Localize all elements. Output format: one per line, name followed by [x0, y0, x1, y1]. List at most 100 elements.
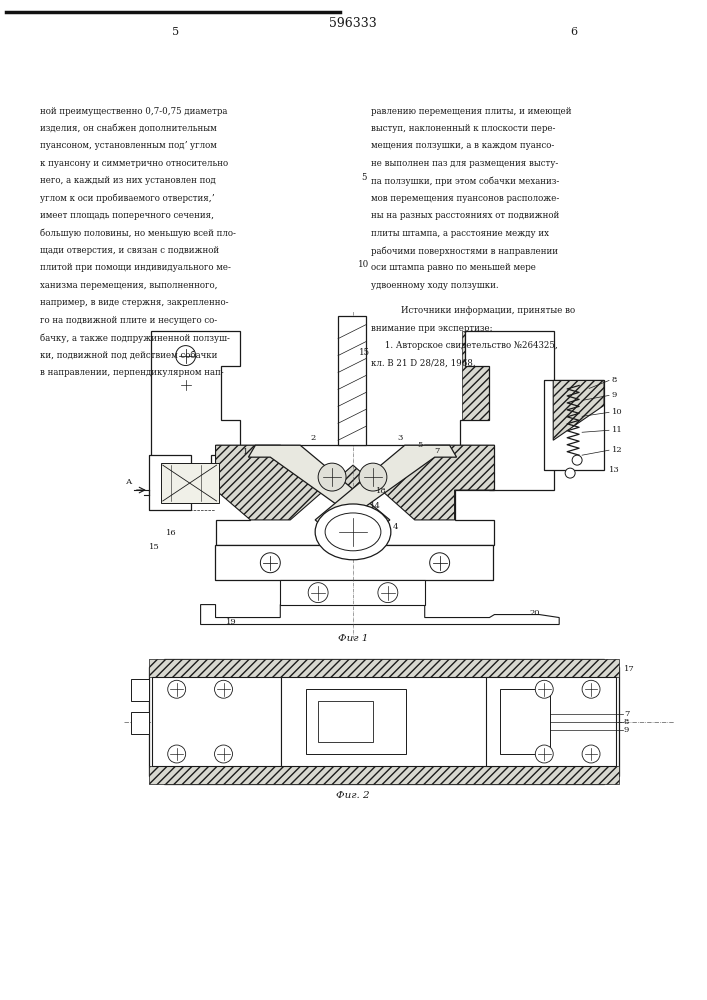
Text: удвоенному ходу ползушки.: удвоенному ходу ползушки. — [371, 281, 498, 290]
Text: щади отверстия, и связан с подвижной: щади отверстия, и связан с подвижной — [40, 246, 219, 255]
Polygon shape — [148, 659, 619, 784]
Text: 17: 17 — [624, 665, 635, 673]
Text: 15: 15 — [358, 348, 370, 357]
Polygon shape — [201, 605, 559, 625]
Bar — [306, 689, 406, 754]
Text: большую половины, но меньшую всей пло-: большую половины, но меньшую всей пло- — [40, 229, 236, 238]
Polygon shape — [315, 445, 457, 532]
Text: 14: 14 — [370, 502, 381, 510]
Ellipse shape — [315, 504, 391, 560]
Circle shape — [430, 553, 450, 573]
Text: 10: 10 — [612, 408, 623, 416]
Polygon shape — [216, 445, 494, 545]
Bar — [152, 677, 281, 766]
Text: рабочими поверхностями в направлении: рабочими поверхностями в направлении — [371, 246, 558, 256]
Circle shape — [168, 680, 186, 698]
Text: 3: 3 — [398, 434, 403, 442]
Text: кл. В 21 D 28/28, 1968.: кл. В 21 D 28/28, 1968. — [371, 359, 476, 368]
Text: 7: 7 — [435, 447, 440, 455]
Text: 7: 7 — [624, 710, 629, 718]
Text: 8: 8 — [612, 376, 617, 384]
Bar — [148, 455, 191, 510]
Circle shape — [308, 583, 328, 603]
Text: к пуансону и симметрично относительно: к пуансону и симметрично относительно — [40, 159, 228, 168]
Polygon shape — [248, 445, 390, 532]
Text: Фиг. 2: Фиг. 2 — [337, 791, 370, 800]
Text: 9: 9 — [624, 726, 629, 734]
Circle shape — [535, 745, 553, 763]
Bar — [214, 545, 493, 580]
Text: ки, подвижной под действием собачки: ки, подвижной под действием собачки — [40, 351, 218, 360]
Text: пуансоном, установленным подʼ углом: пуансоном, установленным подʼ углом — [40, 141, 217, 150]
Text: мов перемещения пуансонов расположе-: мов перемещения пуансонов расположе- — [371, 194, 559, 203]
Text: ханизма перемещения, выполненного,: ханизма перемещения, выполненного, — [40, 281, 218, 290]
Bar — [280, 580, 425, 605]
Text: в направлении, перпендикулярном нап-: в направлении, перпендикулярном нап- — [40, 368, 223, 377]
Circle shape — [176, 346, 196, 366]
Text: 12: 12 — [612, 446, 623, 454]
Text: него, а каждый из них установлен под: него, а каждый из них установлен под — [40, 176, 216, 185]
Text: изделия, он снабжен дополнительным: изделия, он снабжен дополнительным — [40, 124, 217, 133]
Text: равлению перемещения плиты, и имеющей: равлению перемещения плиты, и имеющей — [371, 107, 571, 116]
Bar — [544, 380, 604, 470]
Text: 18: 18 — [376, 487, 387, 495]
Text: оси штампа равно по меньшей мере: оси штампа равно по меньшей мере — [371, 263, 536, 272]
Text: не выполнен паз для размещения высту-: не выполнен паз для размещения высту- — [371, 159, 559, 168]
Text: 16: 16 — [165, 529, 176, 537]
Bar — [486, 677, 616, 766]
Text: 5: 5 — [361, 173, 367, 182]
Bar — [160, 463, 218, 503]
Text: 19: 19 — [226, 618, 236, 626]
Text: ны на разных расстояниях от подвижной: ны на разных расстояниях от подвижной — [371, 211, 559, 220]
Circle shape — [260, 553, 280, 573]
Bar — [501, 689, 550, 754]
Ellipse shape — [325, 513, 381, 551]
Text: 4: 4 — [393, 523, 398, 531]
Text: Источники информации, принятые во: Источники информации, принятые во — [401, 306, 575, 315]
Text: 5: 5 — [172, 27, 180, 37]
Bar — [153, 331, 209, 488]
Text: имеет площадь поперечного сечения,: имеет площадь поперечного сечения, — [40, 211, 214, 220]
Bar — [148, 766, 619, 784]
Text: 1: 1 — [243, 448, 249, 456]
Text: 13: 13 — [609, 466, 620, 474]
Bar — [281, 677, 501, 766]
Bar — [148, 455, 160, 510]
Text: мещения ползушки, а в каждом пуансо-: мещения ползушки, а в каждом пуансо- — [371, 141, 554, 150]
Text: 11: 11 — [612, 426, 623, 434]
Text: 2: 2 — [310, 434, 315, 442]
Text: 1. Авторское свидетельство №264325,: 1. Авторское свидетельство №264325, — [371, 341, 558, 350]
Text: 20: 20 — [530, 609, 540, 617]
Circle shape — [214, 745, 233, 763]
Text: ной преимущественно 0,7-0,75 диаметра: ной преимущественно 0,7-0,75 диаметра — [40, 107, 228, 116]
Circle shape — [582, 680, 600, 698]
Polygon shape — [553, 380, 604, 440]
Text: плитой при помощи индивидуального ме-: плитой при помощи индивидуального ме- — [40, 263, 231, 272]
Text: 10: 10 — [358, 260, 370, 269]
Circle shape — [214, 680, 233, 698]
Circle shape — [378, 583, 398, 603]
Text: плиты штампа, а расстояние между их: плиты штампа, а расстояние между их — [371, 229, 549, 238]
Text: Фиг 1: Фиг 1 — [338, 634, 368, 643]
Bar — [544, 380, 566, 470]
Circle shape — [318, 463, 346, 491]
Bar — [338, 316, 366, 445]
Text: выступ, наклоненный к плоскости пере-: выступ, наклоненный к плоскости пере- — [371, 124, 556, 133]
Text: го на подвижной плите и несущего со-: го на подвижной плите и несущего со- — [40, 316, 217, 325]
Circle shape — [582, 745, 600, 763]
Circle shape — [565, 468, 575, 478]
Circle shape — [168, 745, 186, 763]
Text: например, в виде стержня, закрепленно-: например, в виде стержня, закрепленно- — [40, 298, 228, 307]
Bar — [510, 697, 540, 746]
Text: внимание при экспертизе:: внимание при экспертизе: — [371, 324, 493, 333]
Text: 6: 6 — [571, 27, 578, 37]
Text: 5: 5 — [418, 441, 423, 449]
Text: 8: 8 — [624, 718, 629, 726]
Polygon shape — [151, 331, 240, 490]
Bar — [318, 701, 373, 742]
Circle shape — [359, 463, 387, 491]
Text: па ползушки, при этом собачки механиз-: па ползушки, при этом собачки механиз- — [371, 176, 559, 186]
Text: 9: 9 — [612, 391, 617, 399]
Text: углом к оси пробиваемого отверстия,ʼ: углом к оси пробиваемого отверстия,ʼ — [40, 194, 214, 203]
Bar — [131, 712, 148, 734]
